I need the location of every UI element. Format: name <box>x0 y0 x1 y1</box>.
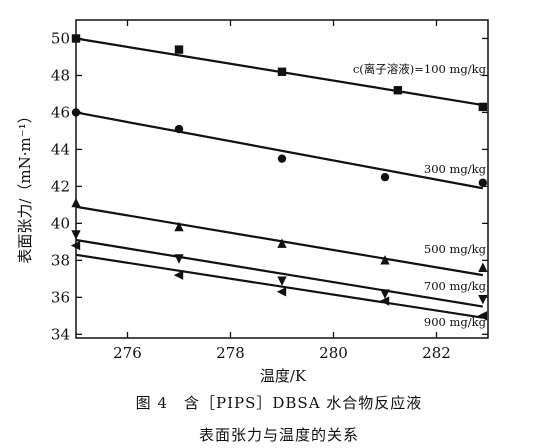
data-point <box>71 197 81 208</box>
data-point <box>380 172 390 182</box>
x-tick-label: 280 <box>319 344 348 362</box>
data-point <box>277 154 287 163</box>
x-tick-label: 276 <box>113 344 142 362</box>
data-point <box>174 221 184 232</box>
series-label: 900 mg/kg <box>424 315 487 329</box>
data-point <box>477 311 488 321</box>
fit-line <box>75 238 484 308</box>
x-tick-label: 278 <box>216 344 245 362</box>
data-point <box>277 67 287 76</box>
y-tick-label: 38 <box>51 251 70 269</box>
y-axis-title: 表面张力/（mN·m⁻¹） <box>16 108 34 263</box>
y-tick-label: 36 <box>51 288 70 306</box>
y-tick-label: 48 <box>51 66 70 84</box>
data-markers <box>70 34 488 321</box>
data-point <box>379 296 390 306</box>
data-point <box>380 289 390 299</box>
data-point <box>70 240 81 251</box>
data-point <box>393 86 403 95</box>
series-label: 500 mg/kg <box>424 242 487 256</box>
y-tick-label: 40 <box>51 214 70 232</box>
fit-line <box>75 111 484 190</box>
series-labels: c(离子溶液)=100 mg/kg 300 mg/kg 500 mg/kg 700 m… <box>353 62 487 329</box>
fit-line <box>75 205 484 277</box>
data-point <box>174 124 184 134</box>
x-axis-title: 温度/K <box>260 367 307 385</box>
fit-line <box>75 253 484 319</box>
y-tick-label: 44 <box>51 140 70 158</box>
plot-frame <box>75 19 489 339</box>
data-point <box>174 45 184 54</box>
data-point <box>276 287 287 297</box>
axes: 276 278 280 282 34 36 38 40 42 44 46 48 50 <box>51 19 489 362</box>
figure-caption-title: 图 4 含［PIPS］DBSA 水合物反应液 <box>135 394 423 412</box>
data-point <box>478 102 488 112</box>
y-tick-label: 42 <box>51 177 70 195</box>
y-tick-label: 46 <box>51 103 70 121</box>
data-point <box>478 178 488 187</box>
data-point <box>478 294 488 305</box>
series-label: 300 mg/kg <box>424 162 487 176</box>
y-tick-label: 34 <box>51 325 70 343</box>
data-point <box>174 254 184 264</box>
data-point <box>277 276 287 286</box>
fit-lines <box>75 37 484 319</box>
data-point <box>71 108 81 117</box>
x-tick-label: 282 <box>422 344 451 362</box>
data-point <box>478 262 488 272</box>
data-point <box>71 230 81 240</box>
data-point <box>71 34 81 43</box>
y-tick-label: 50 <box>51 29 70 47</box>
data-point <box>173 270 184 280</box>
data-point <box>380 255 390 265</box>
series-label: 700 mg/kg <box>424 279 487 293</box>
data-point <box>277 238 287 248</box>
figure-caption-subtitle: 表面张力与温度的关系 <box>198 426 359 444</box>
series-label: c(离子溶液)=100 mg/kg <box>353 62 487 76</box>
